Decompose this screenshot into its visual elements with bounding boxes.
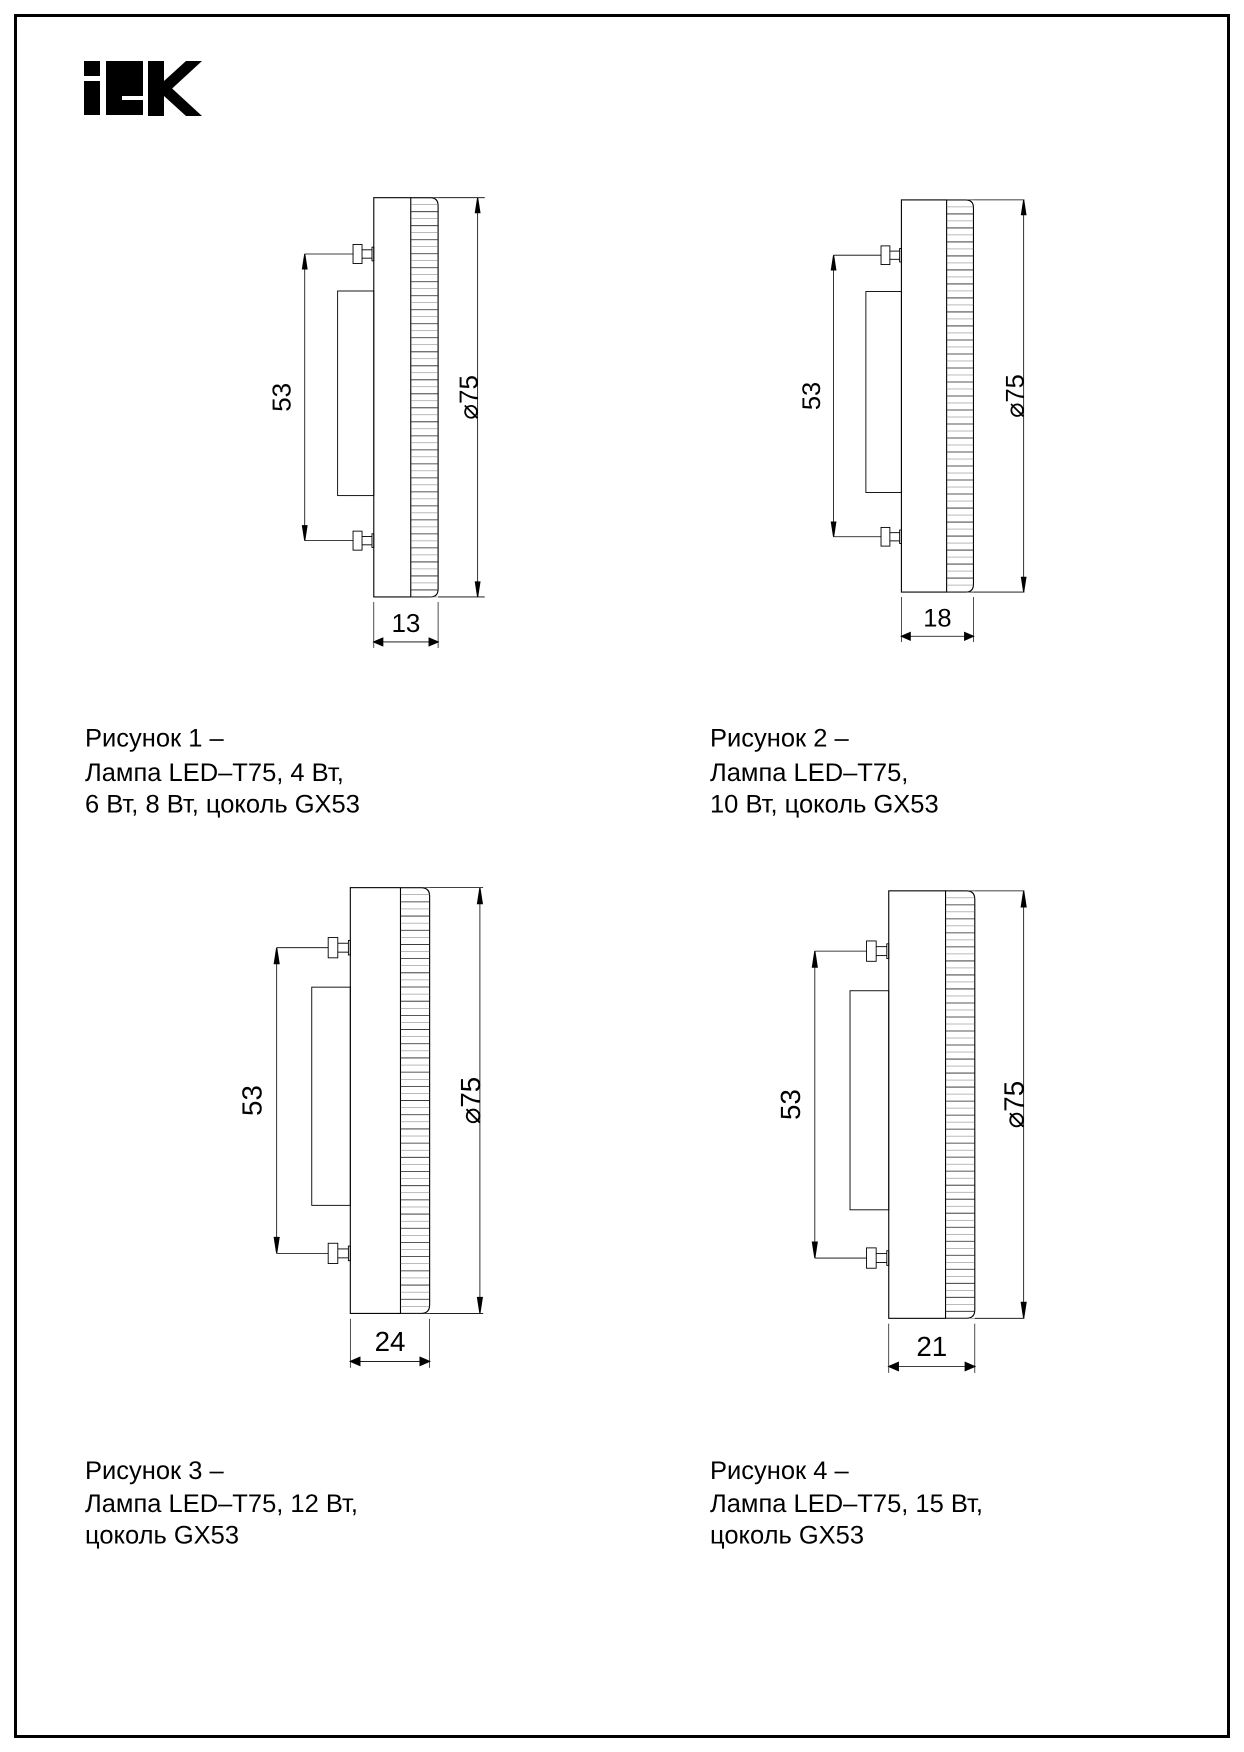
svg-text:6 Вт, 8 Вт, цоколь GX53: 6 Вт, 8 Вт, цоколь GX53	[85, 791, 360, 819]
svg-text:цоколь GX53: цоколь GX53	[85, 1522, 239, 1550]
svg-text:⌀75: ⌀75	[455, 1077, 486, 1124]
svg-text:Лампа LED–Т75,: Лампа LED–Т75,	[710, 759, 908, 787]
svg-text:21: 21	[916, 1331, 947, 1362]
svg-text:53: 53	[798, 382, 826, 410]
svg-text:53: 53	[267, 383, 297, 412]
svg-text:53: 53	[237, 1085, 268, 1116]
svg-text:Лампа LED–Т75, 4 Вт,: Лампа LED–Т75, 4 Вт,	[85, 759, 344, 787]
svg-text:24: 24	[375, 1326, 406, 1357]
svg-text:Рисунок 3 –: Рисунок 3 –	[85, 1457, 225, 1485]
svg-text:13: 13	[391, 608, 420, 638]
svg-text:Лампа LED–Т75, 12 Вт,: Лампа LED–Т75, 12 Вт,	[85, 1490, 358, 1518]
svg-text:18: 18	[923, 604, 951, 632]
svg-text:Лампа LED–Т75, 15 Вт,: Лампа LED–Т75, 15 Вт,	[710, 1490, 983, 1518]
svg-text:Рисунок 1 –: Рисунок 1 –	[85, 725, 225, 753]
svg-text:⌀75: ⌀75	[454, 375, 484, 420]
svg-text:⌀75: ⌀75	[1002, 374, 1030, 418]
svg-text:53: 53	[775, 1089, 806, 1120]
svg-text:Рисунок 2 –: Рисунок 2 –	[710, 725, 850, 753]
svg-text:цоколь GX53: цоколь GX53	[710, 1522, 864, 1550]
svg-text:10 Вт, цоколь GX53: 10 Вт, цоколь GX53	[710, 791, 939, 819]
svg-text:⌀75: ⌀75	[999, 1081, 1030, 1129]
svg-text:Рисунок 4 –: Рисунок 4 –	[710, 1457, 850, 1485]
